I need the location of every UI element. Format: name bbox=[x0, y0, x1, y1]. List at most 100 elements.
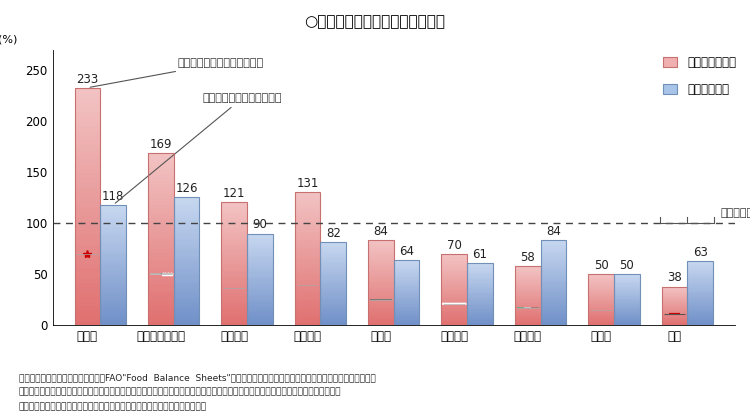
Bar bbox=[295, 323, 320, 325]
Bar bbox=[221, 276, 247, 279]
Bar bbox=[74, 116, 100, 121]
Bar bbox=[247, 256, 273, 257]
Bar bbox=[368, 288, 394, 289]
Bar bbox=[541, 306, 566, 308]
Bar bbox=[541, 281, 566, 282]
Bar bbox=[368, 291, 394, 293]
Bar bbox=[100, 320, 126, 323]
Bar bbox=[588, 291, 614, 293]
Bar bbox=[614, 320, 640, 321]
Bar bbox=[221, 251, 247, 254]
Bar bbox=[247, 314, 273, 316]
Bar bbox=[295, 213, 320, 216]
Bar bbox=[467, 287, 493, 288]
Bar bbox=[320, 285, 346, 287]
Bar bbox=[541, 269, 566, 271]
Bar bbox=[614, 303, 640, 304]
Bar bbox=[467, 266, 493, 267]
Bar bbox=[221, 217, 247, 219]
Bar bbox=[247, 266, 273, 269]
Bar bbox=[74, 311, 100, 316]
Bar bbox=[541, 243, 566, 245]
Bar bbox=[614, 309, 640, 310]
Bar bbox=[662, 305, 687, 306]
Bar bbox=[394, 286, 419, 287]
Bar bbox=[221, 212, 247, 214]
Bar bbox=[100, 229, 126, 231]
Bar bbox=[467, 317, 493, 318]
Bar bbox=[588, 281, 614, 282]
Bar bbox=[221, 259, 247, 261]
Bar bbox=[368, 251, 394, 254]
Bar bbox=[467, 315, 493, 317]
Bar bbox=[148, 256, 173, 260]
Bar bbox=[467, 273, 493, 274]
Bar bbox=[514, 267, 541, 269]
Bar bbox=[173, 287, 200, 289]
Bar bbox=[514, 276, 541, 277]
Bar bbox=[295, 221, 320, 224]
Bar bbox=[442, 297, 467, 298]
Bar bbox=[467, 296, 493, 298]
Bar bbox=[662, 324, 687, 325]
Bar bbox=[442, 304, 467, 305]
Bar bbox=[100, 301, 126, 304]
Bar bbox=[442, 308, 467, 309]
Bar bbox=[100, 279, 126, 282]
Bar bbox=[295, 264, 320, 266]
Bar bbox=[320, 300, 346, 302]
Bar bbox=[320, 282, 346, 284]
Bar bbox=[514, 304, 541, 305]
Bar bbox=[541, 274, 566, 276]
Bar bbox=[247, 234, 273, 325]
Bar bbox=[394, 314, 419, 315]
Bar bbox=[614, 296, 640, 297]
Bar bbox=[173, 212, 200, 215]
Bar bbox=[295, 280, 320, 283]
Bar bbox=[295, 283, 320, 285]
Bar bbox=[173, 310, 200, 312]
Bar bbox=[100, 239, 126, 241]
Bar bbox=[588, 296, 614, 297]
Bar bbox=[100, 272, 126, 275]
Bar bbox=[442, 260, 467, 261]
Bar bbox=[394, 284, 419, 285]
Bar bbox=[614, 311, 640, 312]
Bar bbox=[614, 314, 640, 315]
Bar bbox=[100, 268, 126, 270]
Bar bbox=[394, 311, 419, 312]
Bar bbox=[320, 259, 346, 260]
Bar bbox=[368, 276, 394, 277]
Bar bbox=[442, 272, 467, 274]
Bar bbox=[368, 262, 394, 264]
Bar bbox=[442, 295, 467, 297]
Bar bbox=[588, 303, 614, 304]
Bar bbox=[614, 307, 640, 308]
Bar bbox=[662, 310, 687, 311]
Bar bbox=[588, 293, 614, 294]
Text: 90: 90 bbox=[253, 219, 267, 231]
Bar bbox=[295, 202, 320, 205]
Bar bbox=[368, 240, 394, 325]
Bar bbox=[247, 324, 273, 325]
Bar bbox=[467, 291, 493, 293]
Bar bbox=[687, 299, 713, 301]
Bar bbox=[173, 225, 200, 228]
Bar bbox=[100, 258, 126, 260]
Bar bbox=[74, 264, 100, 268]
Bar bbox=[100, 246, 126, 248]
Bar bbox=[687, 283, 713, 284]
Bar bbox=[467, 293, 493, 294]
Bar bbox=[687, 302, 713, 304]
Bar bbox=[221, 301, 247, 303]
Bar bbox=[320, 277, 346, 279]
Bar bbox=[687, 284, 713, 286]
Bar bbox=[295, 272, 320, 274]
Bar bbox=[614, 305, 640, 306]
Bar bbox=[541, 254, 566, 255]
Bar bbox=[541, 282, 566, 284]
Bar bbox=[74, 111, 100, 116]
Bar bbox=[514, 273, 541, 274]
Bar bbox=[173, 202, 200, 204]
Bar bbox=[514, 266, 541, 325]
